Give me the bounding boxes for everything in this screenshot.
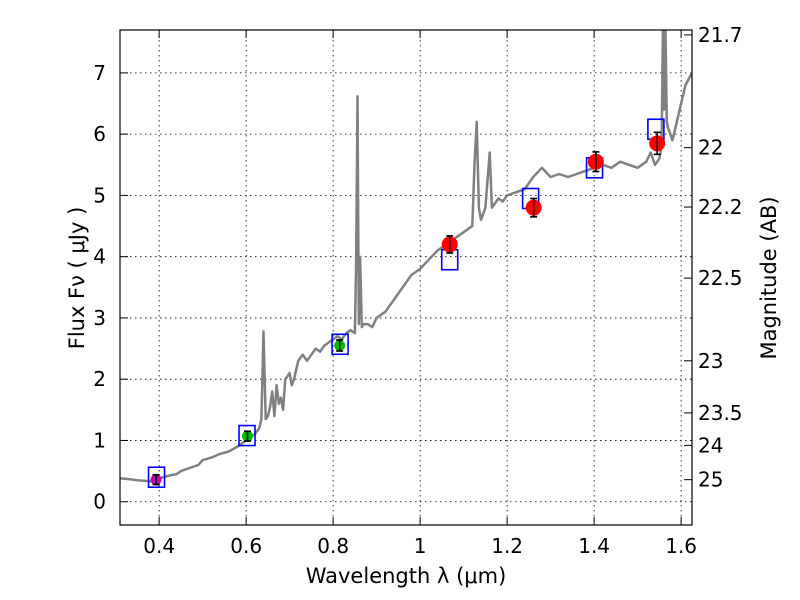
model-photometry-markers — [147, 118, 665, 489]
right-axis-label: Magnitude (AB) — [757, 196, 781, 359]
right-tick-label: 22 — [698, 136, 723, 160]
x-tick-label: 0.8 — [317, 534, 349, 558]
x-tick-label: 0.4 — [143, 534, 175, 558]
y-tick-label: 7 — [93, 61, 106, 85]
x-tick-label: 1.2 — [491, 534, 523, 558]
y-axis-label: Flux Fν ( μJy ) — [65, 207, 89, 350]
grid — [120, 30, 692, 525]
y-tick-labels: 0 1 2 3 4 5 6 7 — [93, 61, 106, 514]
plot-area — [120, 30, 692, 489]
x-tick-label: 1.6 — [665, 534, 697, 558]
y-tick-label: 2 — [93, 367, 106, 391]
right-tick-label: 22.2 — [698, 195, 743, 219]
right-tick-label: 23 — [698, 349, 723, 373]
x-tick-label: 1 — [414, 534, 427, 558]
y-tick-label: 4 — [93, 245, 106, 269]
x-tick-label: 1.4 — [578, 534, 610, 558]
observed-photometry-markers — [150, 131, 666, 486]
x-axis-label: Wavelength λ (μm) — [306, 564, 507, 588]
right-tick-label: 22.5 — [698, 266, 743, 290]
x-tick-labels: 0.4 0.6 0.8 1 1.2 1.4 1.6 — [143, 534, 697, 558]
right-tick-label: 24 — [698, 433, 723, 457]
right-tick-label: 23.5 — [698, 401, 743, 425]
x-tick-label: 0.6 — [230, 534, 262, 558]
model-spectrum-line — [120, 30, 692, 483]
y-tick-label: 1 — [93, 428, 106, 452]
model-band-box — [147, 466, 166, 489]
right-tick-labels: 21.7 22 22.2 22.5 23 23.5 24 25 — [698, 23, 743, 492]
y-tick-label: 5 — [93, 183, 106, 207]
plot-frame — [119, 29, 693, 526]
y-tick-label: 0 — [93, 490, 106, 514]
axis-ticks — [120, 30, 692, 525]
right-tick-label: 21.7 — [698, 23, 743, 47]
right-tick-label: 25 — [698, 468, 723, 492]
model-band-box — [238, 424, 256, 447]
y-tick-label: 6 — [93, 122, 106, 146]
y-tick-label: 3 — [93, 306, 106, 330]
model-band-box — [331, 333, 349, 356]
